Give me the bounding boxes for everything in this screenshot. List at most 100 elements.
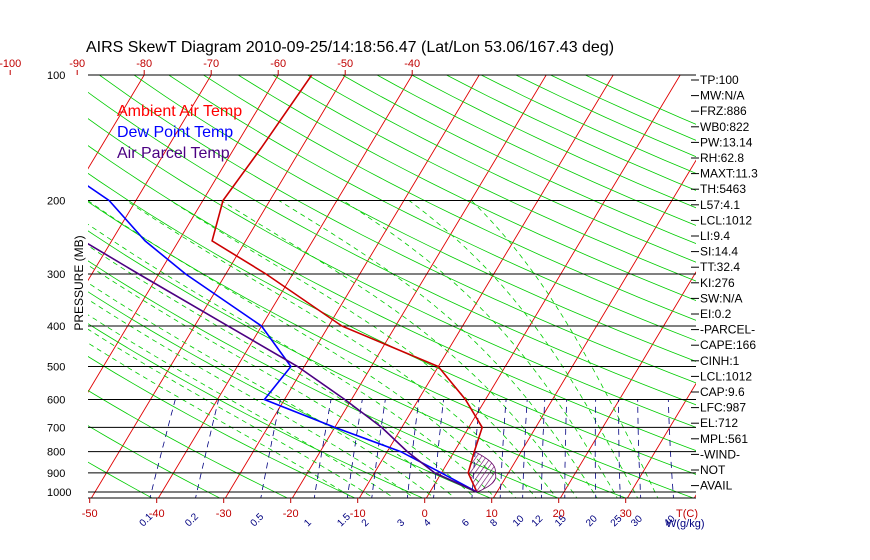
- index-entry: EI:0.2: [700, 307, 732, 321]
- dry-adiabat-line: [88, 425, 221, 498]
- dry-adiabat-line: [88, 118, 696, 428]
- mixing-ratio-line: [406, 399, 420, 498]
- bottom-tick-label: 30: [620, 508, 632, 520]
- mixing-ratio-line: [618, 399, 621, 498]
- index-entry: CAP:9.6: [700, 385, 745, 399]
- dry-adiabat-line: [515, 75, 696, 158]
- legend-entry: Ambient Air Temp: [117, 103, 242, 120]
- index-entry: KI:276: [700, 276, 735, 290]
- mixing-ratio-label: 10: [511, 513, 527, 529]
- moist-adiabat-line: [88, 264, 456, 498]
- dry-adiabat-line: [376, 75, 696, 226]
- profiles: [88, 75, 484, 493]
- index-entry: FRZ:886: [700, 104, 747, 118]
- dry-adiabat-line: [411, 75, 696, 209]
- isotherm-line: [827, 75, 870, 501]
- index-entry: CAPE:166: [700, 338, 756, 352]
- dry-adiabat-line: [88, 91, 696, 406]
- index-entry: RH:62.8: [700, 151, 744, 165]
- dry-adiabat-line: [88, 356, 356, 498]
- index-entry: LI:9.4: [700, 229, 730, 243]
- moist-adiabat-line: [170, 200, 558, 498]
- index-entry: L57:4.1: [700, 198, 740, 212]
- isotherm-line: [626, 382, 696, 498]
- mixing-ratio-line: [260, 399, 281, 498]
- dry-adiabat-line: [342, 75, 696, 245]
- pressure-tick-label: 1000: [47, 487, 71, 499]
- dry-adiabat-line: [133, 75, 696, 362]
- mixing-ratio-line: [564, 399, 568, 498]
- dry-adiabat-line: [88, 145, 696, 452]
- isotherm-line: [224, 75, 480, 498]
- bottom-tick-label: 10: [486, 508, 498, 520]
- pressure-axis: 100 200 300 400 500 600 700 800 900 1000: [47, 70, 71, 499]
- moist-adiabat-line: [471, 200, 659, 498]
- mixing-ratio-label: 6: [460, 517, 472, 529]
- index-entry: -WIND-: [700, 447, 740, 461]
- index-entry: LFC:987: [700, 401, 746, 415]
- bottom-tick-label: -40: [149, 508, 165, 520]
- moist-adiabat-line: [88, 298, 415, 498]
- dry-adiabat-line: [88, 172, 696, 475]
- isotherm-line: [88, 75, 279, 393]
- top-tick-label: -60: [270, 58, 286, 70]
- moist-adiabat-line: [342, 200, 618, 498]
- mixing-ratio-line: [433, 399, 444, 498]
- y-axis-label: PRESSURE (MB): [72, 235, 86, 330]
- isotherm-line: [291, 75, 547, 498]
- index-entry: TT:32.4: [700, 260, 740, 274]
- moist-adiabat-line: [126, 200, 537, 498]
- pressure-tick-label: 300: [47, 269, 65, 281]
- index-entry: EL:712: [700, 416, 738, 430]
- pressure-tick-label: 200: [47, 196, 65, 208]
- index-entry: MPL:561: [700, 432, 748, 446]
- profile-line: [88, 242, 478, 493]
- isotherm-line: [492, 159, 696, 498]
- bottom-tick-label: -30: [216, 508, 232, 520]
- pressure-tick-label: 900: [47, 468, 65, 480]
- isotherm-line: [88, 75, 212, 282]
- dry-adiabat-line: [168, 75, 696, 342]
- moist-adiabat-line: [220, 200, 578, 498]
- pressure-tick-label: 500: [47, 361, 65, 373]
- isotherm-line: [760, 75, 870, 501]
- isotherm-line: [88, 75, 145, 170]
- dry-adiabat-line: [88, 323, 424, 498]
- index-entry: SI:14.4: [700, 245, 738, 259]
- isobars: [88, 74, 696, 499]
- bottom-tick-label: 20: [553, 508, 565, 520]
- profile-line: [88, 185, 478, 493]
- moist-adiabat-line: [278, 200, 598, 498]
- top-tick-label: -40: [404, 58, 420, 70]
- bottom-tick-label: -50: [82, 508, 98, 520]
- pressure-tick-label: 800: [47, 447, 65, 459]
- index-entry: LCL:1012: [700, 213, 752, 227]
- moist-adiabat-line: [408, 200, 639, 498]
- mixing-ratio-label: 12: [530, 513, 546, 529]
- mixing-ratio-line: [594, 399, 597, 498]
- index-entry: AVAIL: [700, 479, 733, 493]
- index-entry: CINH:1: [700, 354, 740, 368]
- isotherm-line: [157, 75, 413, 498]
- mixing-ratio-line: [667, 399, 674, 498]
- index-entry: NOT: [700, 463, 726, 477]
- isotherm-line: [90, 75, 346, 498]
- pressure-tick-label: 700: [47, 422, 65, 434]
- moist-adiabat-line: [88, 328, 375, 498]
- dry-adiabat-line: [88, 390, 289, 498]
- mixing-ratio-line: [195, 399, 219, 498]
- index-entry: WB0:822: [700, 120, 750, 134]
- dry-adiabat-line: [307, 75, 696, 263]
- index-entry: MAXT:11.3: [700, 167, 758, 181]
- bottom-tick-label: -20: [283, 508, 299, 520]
- chart-title: AIRS SkewT Diagram 2010-09-25/14:18:56.4…: [86, 39, 614, 56]
- top-tick-label: -100: [0, 58, 21, 70]
- mixing-ratio-unit-label: W(g/kg): [666, 518, 705, 530]
- index-entry: MW:N/A: [700, 89, 744, 103]
- legend-entry: Dew Point Temp: [117, 124, 233, 141]
- dry-adiabat-line: [272, 75, 696, 282]
- temperature-unit-label: T(C): [676, 508, 698, 520]
- index-entry: -PARCEL-: [700, 323, 755, 337]
